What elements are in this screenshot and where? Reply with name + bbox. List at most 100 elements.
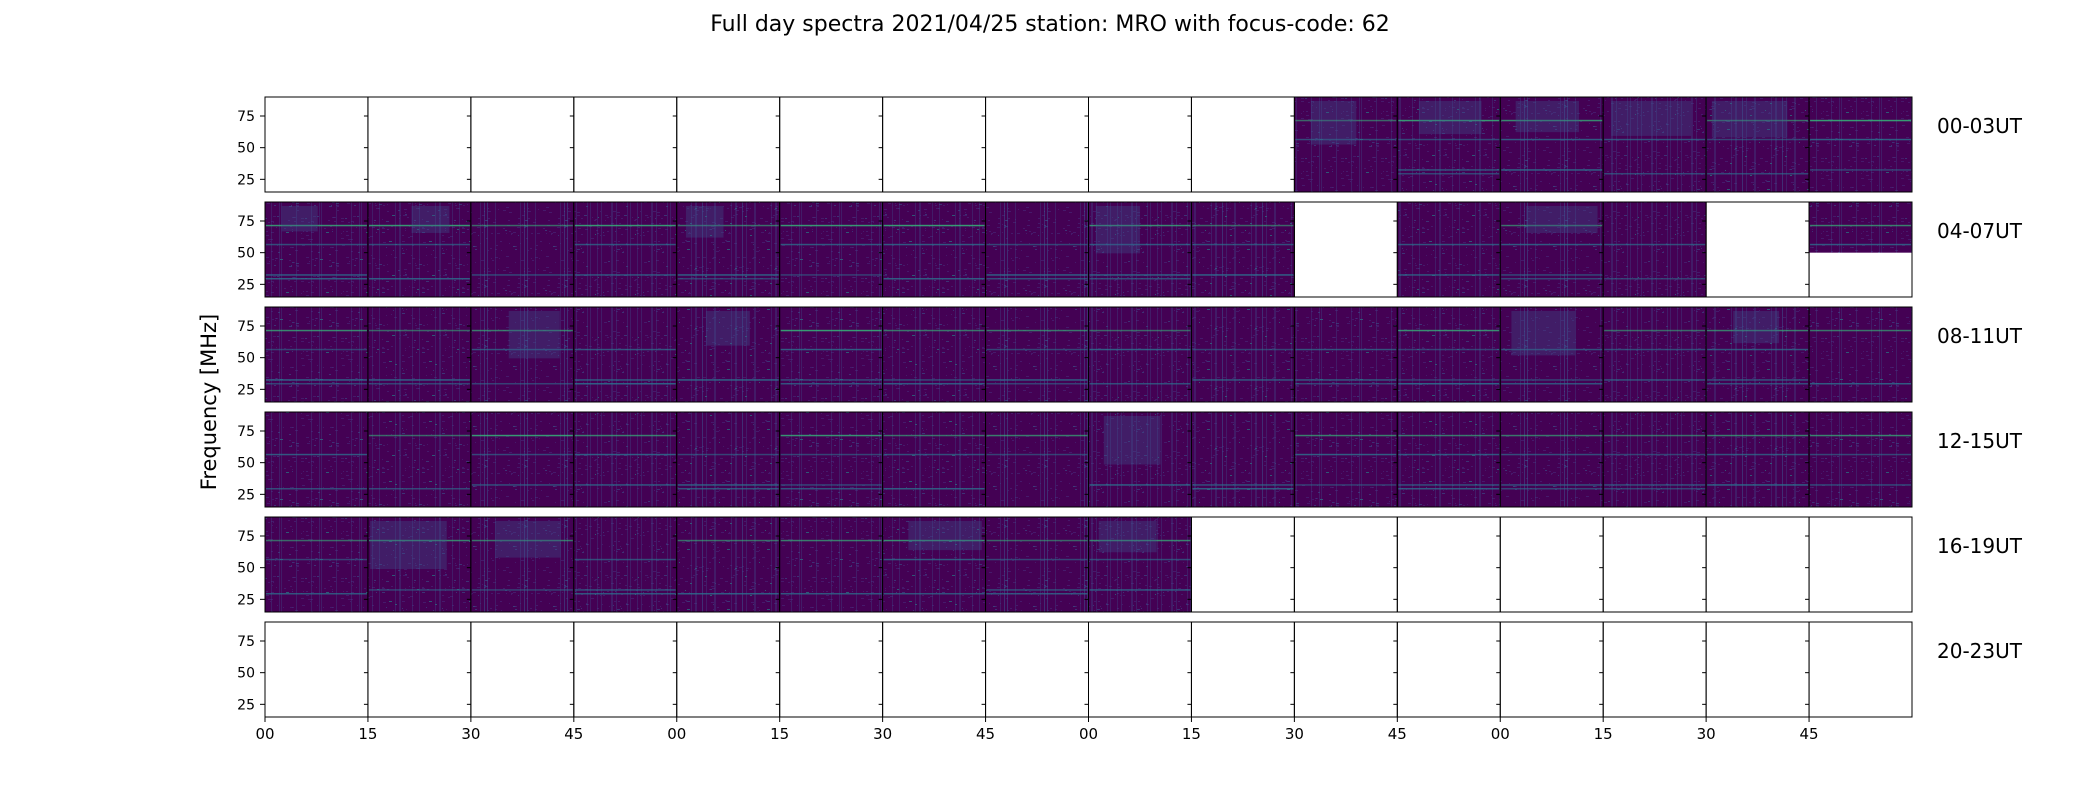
row-12-15UT: 25 50 75 12-15UT [237,411,2023,508]
emission-band [574,484,676,486]
emission-band [1604,348,1706,351]
row-20-23UT: 25 50 75 20-23UT [237,621,2023,718]
emission-band [368,379,470,381]
spectrum-cell [1088,412,1192,507]
spectrum-cell [985,412,1089,507]
emission-band [574,593,676,595]
panel-frame [1293,621,1398,718]
y-tick-label: 25 [237,172,255,188]
spectrum-cell [1191,307,1295,402]
emission-band [1707,348,1809,351]
emission-band [1089,589,1191,591]
x-tick-label: 30 [873,725,892,743]
emission-band [986,329,1088,332]
emission-band [1707,138,1809,141]
spectrum-cell [676,202,780,297]
emission-band [471,434,573,437]
spectrum-cell [573,307,677,402]
emission-band [1089,274,1191,276]
emission-band [1501,383,1603,385]
noise-patch [1515,101,1580,133]
emission-band [471,383,573,385]
x-tick-label: 15 [358,725,377,743]
spectrum-cell [882,202,986,297]
emission-band [883,329,985,332]
emission-band [1089,348,1191,351]
emission-band [1501,278,1603,280]
spectrum-cell [1397,412,1501,507]
panel-frame [1705,201,1810,298]
y-tick-label: 50 [237,456,255,472]
emission-band [1295,379,1397,381]
emission-band [1398,379,1500,381]
emission-band [1707,329,1809,332]
panel-frame [676,96,781,193]
spectrum-cell [470,307,574,402]
x-tick-label: 00 [255,725,274,743]
spectrum-cell [367,412,471,507]
emission-band [883,593,985,595]
row-time-label: 16-19UT [1937,534,2023,558]
emission-band [677,593,779,595]
emission-band [780,274,882,276]
panel-frame [1808,411,1913,508]
emission-band [266,224,367,227]
emission-band [1707,119,1809,122]
emission-band [883,224,985,227]
noise-patch [685,206,724,238]
spectrum-cell [470,412,574,507]
x-tick-label: 45 [1388,725,1407,743]
emission-band [677,484,779,486]
spectrum-cell [1294,97,1398,192]
x-tick-label: 45 [976,725,995,743]
emission-band [1295,484,1397,486]
emission-band [1604,453,1706,456]
panel-frame [1293,516,1398,613]
panel-frame [676,621,781,718]
emission-band [471,274,573,276]
emission-band [1604,488,1706,490]
emission-band [266,593,367,595]
emission-band [1398,138,1500,141]
emission-band [986,539,1088,542]
y-tick-label: 75 [237,214,255,230]
emission-band [1295,138,1397,141]
x-tick-label: 30 [461,725,480,743]
emission-band [471,348,573,351]
spectrum-cell [676,517,780,612]
panel-frame [1396,621,1501,718]
emission-band [368,329,470,332]
emission-band [1089,278,1191,280]
emission-band [1604,173,1706,175]
emission-band [574,348,676,351]
y-tick-label: 75 [237,424,255,440]
panel-frame [1808,516,1913,613]
emission-band [1501,453,1603,456]
emission-band [780,539,882,542]
emission-band [1398,488,1500,490]
spectrum-cell [1809,307,1912,402]
emission-band [266,243,367,246]
emission-band [1089,484,1191,486]
spectrum-cell [1088,307,1192,402]
spectrum-cell [882,412,986,507]
emission-band [1810,119,1911,122]
spectrum-cell [265,307,368,402]
emission-band [266,383,367,385]
emission-band [986,274,1088,276]
row-time-label: 12-15UT [1937,429,2023,453]
emission-band [1398,119,1500,122]
noise-patch [495,521,561,558]
emission-band [1192,224,1294,227]
emission-band [1398,453,1500,456]
emission-band [1192,348,1294,351]
spectrum-cell [1809,97,1912,192]
emission-band [266,329,367,332]
panel-frame [1808,306,1913,403]
emission-band [471,329,573,332]
spectrum-cell [265,202,368,297]
panel-frame [1808,621,1913,718]
emission-band [780,383,882,385]
noise-patch [1098,521,1157,553]
